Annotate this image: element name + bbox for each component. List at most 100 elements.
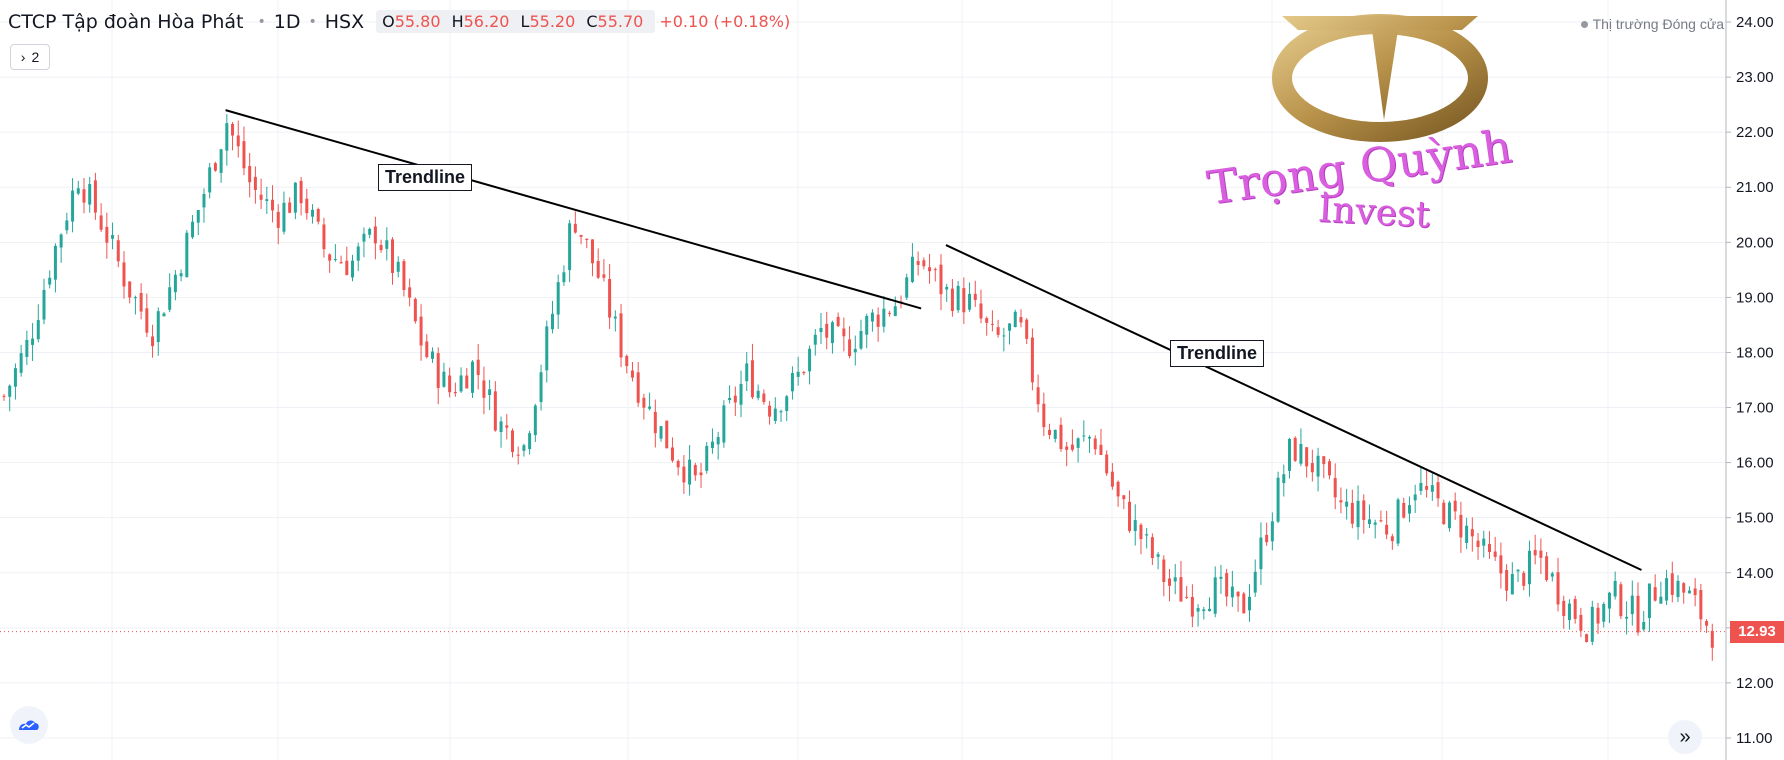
candle-body [431, 351, 434, 359]
candle-body [316, 209, 320, 222]
candle-body [505, 425, 509, 428]
candle-body [236, 135, 240, 147]
candle-body [1259, 537, 1263, 570]
candle-body [351, 260, 355, 278]
candle-body [13, 368, 17, 387]
candle-body [1613, 580, 1617, 597]
interval-label[interactable]: 1D [273, 10, 301, 33]
logo-emblem-icon [1272, 14, 1488, 142]
symbol-name[interactable]: CTCP Tập đoàn Hòa Phát [8, 10, 244, 33]
candle-body [705, 445, 709, 471]
candle-body [1436, 482, 1440, 499]
candle-body [522, 445, 526, 451]
scroll-to-realtime-button[interactable]: » [1668, 720, 1702, 754]
candle-body [842, 328, 846, 337]
candle-body [1105, 454, 1109, 474]
candle-body [408, 287, 412, 298]
candle-body [242, 141, 246, 169]
candle-body [339, 262, 343, 264]
candle-body [1242, 593, 1246, 614]
candle-body [510, 430, 514, 452]
candle-body [1659, 596, 1663, 604]
candle-body [31, 338, 35, 345]
market-status-text: Thị trường Đóng cửa [1592, 16, 1724, 32]
candle-body [779, 411, 783, 413]
candle-body [945, 286, 949, 290]
candle-body [1636, 595, 1640, 633]
candle-body [322, 224, 326, 250]
candle-body [1350, 502, 1354, 524]
candle-body [1248, 596, 1252, 611]
trendline-label-2[interactable]: Trendline [1170, 340, 1265, 367]
candle-body [442, 371, 446, 387]
candle-body [1642, 621, 1646, 630]
candle-body [1373, 522, 1377, 525]
candle-body [36, 320, 40, 340]
candle-body [59, 234, 63, 248]
candle-body [282, 202, 286, 232]
candle-body [1162, 559, 1166, 583]
candle-body [1470, 529, 1474, 537]
candle-body [1236, 591, 1240, 597]
candle-body [99, 215, 103, 230]
candle-body [1219, 576, 1223, 579]
candle-body [1265, 534, 1269, 543]
indicator-count: 2 [31, 49, 40, 65]
candle-body [528, 433, 532, 450]
candle-body [539, 372, 543, 403]
candle-body [613, 316, 617, 319]
candle-body [65, 220, 69, 231]
candle-body [619, 313, 623, 358]
candle-body [48, 277, 52, 285]
candle-body [1522, 572, 1526, 586]
candle-body [82, 189, 86, 203]
candle-body [962, 288, 966, 313]
candle-body [1276, 477, 1280, 522]
change-value: +0.10 (+0.18%) [659, 12, 791, 31]
candle-body [1510, 574, 1514, 595]
last-price-tag: 12.93 [1730, 620, 1784, 643]
tradingview-logo[interactable] [10, 706, 48, 744]
y-axis-tick-label: 22.00 [1736, 124, 1774, 141]
candle-body [550, 313, 554, 330]
candle-body [1270, 521, 1274, 542]
candle-body [1465, 525, 1469, 543]
candle-body [1590, 606, 1594, 642]
candle-body [516, 454, 520, 456]
candle-body [373, 226, 377, 244]
trendline-label-1[interactable]: Trendline [378, 164, 473, 191]
indicators-collapse-button[interactable]: › 2 [10, 44, 50, 70]
candle-body [1053, 429, 1057, 439]
candle-body [1128, 501, 1132, 531]
candle-body [1665, 578, 1669, 601]
candle-body [1288, 439, 1291, 471]
candle-body [139, 292, 143, 312]
candle-body [1253, 571, 1257, 593]
candle-body [1202, 609, 1206, 612]
candle-body [1345, 501, 1349, 507]
candle-body [93, 180, 97, 213]
candle-body [1539, 550, 1543, 558]
candle-body [1602, 603, 1606, 622]
candle-body [1487, 543, 1491, 553]
candle-body [785, 396, 789, 412]
low-label: L [520, 12, 530, 31]
candle-body [1327, 461, 1331, 476]
candle-body [1133, 520, 1137, 532]
candle-body [1316, 455, 1320, 477]
candle-body [1413, 494, 1417, 501]
candle-body [659, 426, 663, 439]
candle-body [436, 353, 440, 389]
trendline-2 [945, 244, 1642, 571]
candle-body [1002, 335, 1006, 337]
candle-body [1402, 502, 1406, 518]
candle-body [808, 348, 812, 372]
y-axis-tick-label: 17.00 [1736, 400, 1774, 417]
candle-body [562, 272, 566, 283]
candle-body [231, 124, 235, 136]
candle-body [88, 184, 92, 205]
tradingview-cloud-icon [19, 720, 39, 730]
candle-body [1625, 616, 1629, 619]
